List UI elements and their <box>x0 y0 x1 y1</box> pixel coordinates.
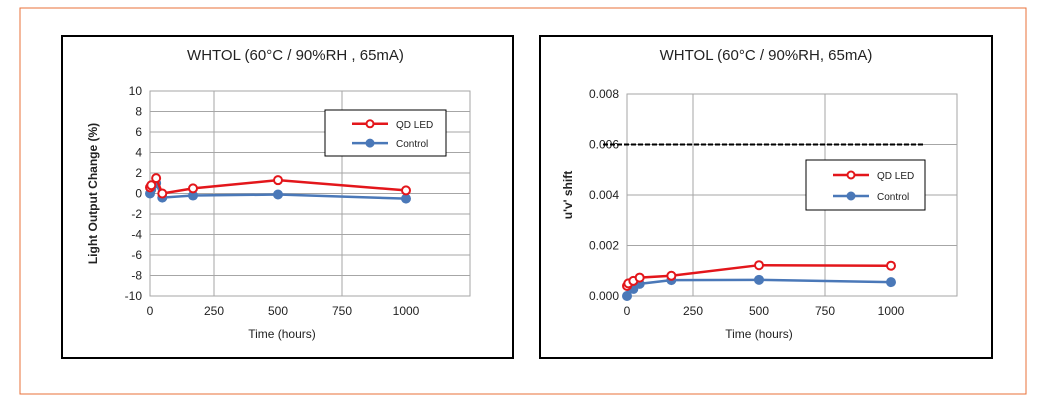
data-point-qd-led <box>151 173 162 184</box>
y-tick-label: -10 <box>125 289 143 303</box>
x-tick-label: 1000 <box>393 304 420 318</box>
y-tick-label: 6 <box>135 125 142 139</box>
y-tick-label: 0.004 <box>589 188 619 202</box>
data-point-control <box>754 274 764 285</box>
data-point-qd-led <box>273 175 283 186</box>
chart-title: WHTOL (60°C / 90%RH, 65mA) <box>660 47 873 64</box>
legend-label: Control <box>877 192 909 203</box>
x-tick-label: 1000 <box>878 304 905 318</box>
data-point-control <box>401 193 411 204</box>
y-tick-label: -4 <box>131 228 142 242</box>
legend-swatch-marker <box>846 170 856 180</box>
legend-swatch-marker <box>846 191 856 201</box>
data-point-qd-led <box>188 183 199 194</box>
y-tick-label: -6 <box>131 248 142 262</box>
y-tick-label: 8 <box>135 105 142 119</box>
y-tick-label: 0.000 <box>589 289 619 303</box>
data-point-qd-led <box>146 180 157 191</box>
x-tick-label: 250 <box>204 304 224 318</box>
data-point-qd-led <box>754 260 764 271</box>
data-point-qd-led <box>886 260 896 271</box>
legend-box <box>805 159 926 211</box>
x-tick-label: 750 <box>332 304 352 318</box>
legend-swatch-marker <box>365 138 375 148</box>
y-tick-label: 0.002 <box>589 239 619 253</box>
y-tick-label: 4 <box>135 146 142 160</box>
y-tick-label: 10 <box>129 84 143 98</box>
x-tick-label: 0 <box>147 304 154 318</box>
x-axis-label: Time (hours) <box>725 327 793 341</box>
y-axis-label: u'v' shift <box>561 171 575 219</box>
y-tick-label: -8 <box>131 269 142 283</box>
chart-title: WHTOL (60°C / 90%RH , 65mA) <box>187 47 404 64</box>
y-tick-label: 2 <box>135 166 142 180</box>
data-point-control <box>886 277 896 288</box>
data-point-qd-led <box>666 270 677 281</box>
data-point-control <box>622 291 632 301</box>
y-tick-label: 0 <box>135 187 142 201</box>
legend-box <box>324 109 447 157</box>
outer-frame <box>19 7 1027 395</box>
x-tick-label: 250 <box>683 304 703 318</box>
plot-area <box>626 93 958 297</box>
y-tick-label: 0.008 <box>589 87 619 101</box>
y-axis-label: Light Output Change (%) <box>86 123 100 264</box>
x-tick-label: 0 <box>624 304 631 318</box>
data-point-qd-led <box>401 185 411 196</box>
x-tick-label: 750 <box>815 304 835 318</box>
legend-label: QD LED <box>396 120 433 131</box>
legend: QD LED Control <box>805 159 926 211</box>
y-tick-label: -2 <box>131 207 142 221</box>
x-axis-label: Time (hours) <box>248 327 316 341</box>
chart-1: 10 8 6 4 2 0 -2 -4 -6 -8 -10 0 250 500 750 1000 WHTOL (6… <box>61 35 514 359</box>
x-tick-label: 500 <box>749 304 769 318</box>
legend-label: Control <box>396 139 428 150</box>
data-point-control <box>273 189 283 200</box>
data-point-qd-led <box>634 272 645 283</box>
legend-swatch-marker <box>365 119 375 129</box>
chart-border <box>61 35 514 359</box>
legend-label: QD LED <box>877 171 914 182</box>
legend: QD LED Control <box>324 109 447 157</box>
data-point-qd-led <box>157 188 168 199</box>
x-tick-label: 500 <box>268 304 288 318</box>
